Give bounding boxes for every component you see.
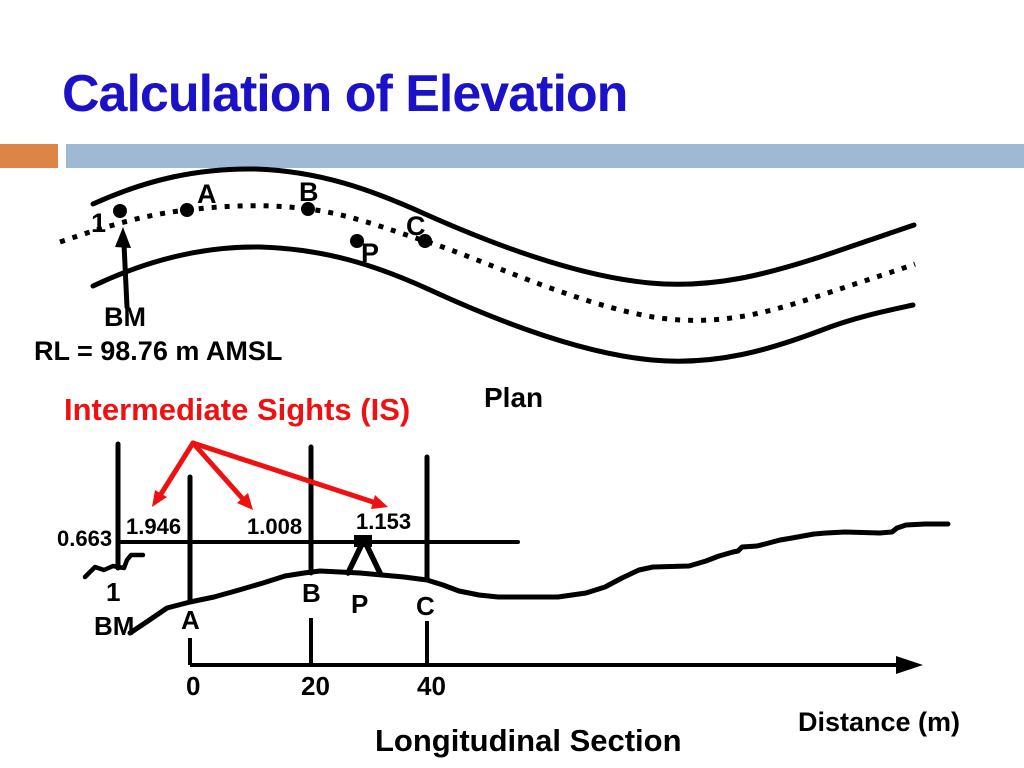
is-arrowhead-3 (371, 495, 388, 509)
plan-dot-c (418, 234, 432, 248)
axis-arrowhead (896, 656, 923, 674)
section-station-label-p: P (351, 589, 369, 619)
accent-bar-orange (0, 144, 58, 168)
is-annotation-arrows (152, 440, 388, 510)
section-station-label-a: A (181, 605, 200, 635)
is-arrow-shaft-2 (190, 440, 245, 501)
axis-label-distance: Distance (m) (798, 707, 961, 737)
reading-a: 1.946 (126, 514, 182, 539)
tripod-leg-right (364, 543, 383, 576)
is-arrowhead-2 (237, 493, 253, 510)
plan-dot-p (350, 234, 364, 248)
plan-station-label-1: 1 (91, 208, 107, 238)
plan-dot-b (301, 202, 315, 216)
section-staves (82, 441, 520, 605)
level-instrument (345, 535, 383, 576)
is-arrow-shaft-1 (158, 440, 196, 497)
is-arrow-shaft-3 (190, 440, 376, 505)
section-station-label-b: B (302, 578, 321, 608)
plan-road (59, 166, 917, 364)
plan-station-label-b: B (299, 177, 319, 207)
section-station-label-c: C (416, 591, 435, 621)
section-benchmark-label: BM (94, 611, 135, 641)
tripod-leg-left (345, 543, 364, 576)
reading-b: 1.008 (247, 514, 303, 539)
road-centerline-dotted (59, 203, 916, 323)
plan-dot-1 (113, 204, 127, 218)
road-lower-edge (90, 244, 916, 364)
plan-station-label-p: P (361, 238, 380, 268)
section-station-label-1: 1 (106, 577, 121, 607)
accent-bar-blue (66, 144, 1024, 168)
section-caption: Longitudinal Section (375, 723, 682, 758)
plan-caption: Plan (484, 382, 544, 413)
ground-profile (127, 521, 951, 636)
slide-title: Calculation of Elevation (62, 65, 628, 123)
plan-station-label-a: A (197, 179, 217, 209)
road-upper-edge (90, 166, 917, 287)
plan-benchmark-rl: RL = 98.76 m AMSL (34, 336, 283, 366)
plan-benchmark-label: BM (104, 302, 146, 332)
plan-station-dots (113, 202, 432, 248)
plan-dot-a (180, 203, 194, 217)
axis-tick-label-40: 40 (417, 671, 446, 701)
plan-bm-arrow (115, 227, 131, 310)
axis-tick-label-20: 20 (301, 671, 330, 701)
reading-c: 1.153 (356, 509, 412, 534)
axis-tick-label-0: 0 (186, 671, 201, 701)
reading-bm: 0.663 (57, 526, 113, 551)
bm-ledge-symbol (82, 552, 146, 580)
plan-station-label-c: C (406, 211, 426, 241)
distance-axis (188, 618, 923, 674)
is-annotation-text: Intermediate Sights (IS) (64, 392, 411, 427)
is-arrowhead-1 (152, 490, 167, 507)
